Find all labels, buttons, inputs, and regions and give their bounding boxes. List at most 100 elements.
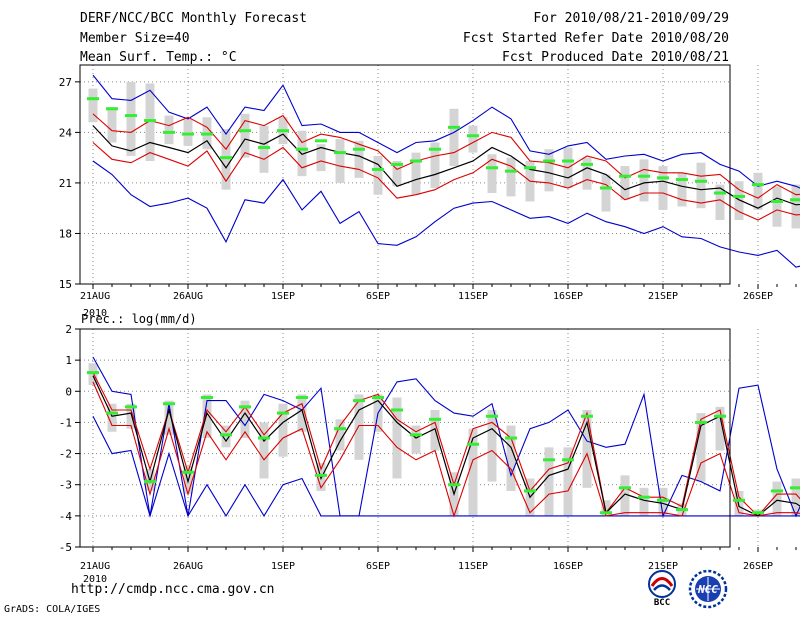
x-tick-label: 11SEP — [458, 561, 488, 572]
box-22 — [487, 154, 497, 194]
forecast-produced-date: Fcst Produced Date 2010/08/21 — [502, 50, 729, 65]
box-33 — [696, 162, 706, 209]
series-spread-lower-line — [92, 381, 800, 518]
box-23 — [506, 425, 516, 491]
box-27 — [582, 409, 592, 488]
box-18 — [411, 425, 421, 454]
x-tick-label: 21AUG — [80, 561, 110, 572]
x-tick-label: 6SEP — [366, 291, 390, 302]
box-37 — [772, 186, 782, 227]
bcc-logo-text: BCC — [654, 598, 670, 607]
bcc-logo: BCC — [648, 570, 676, 607]
box-11 — [278, 403, 288, 457]
source-url[interactable]: http://cmdp.ncc.cma.gov.cn — [71, 582, 275, 597]
temp-chart: 15 18 21 24 27 21AUG 26AUG 1SEP 6SEP 11SEP 16SEP 21… — [59, 64, 800, 319]
temp-plot-frame — [79, 64, 731, 285]
box-5 — [164, 115, 174, 145]
series-max-line — [92, 356, 800, 518]
box-17 — [392, 397, 402, 479]
box-28 — [601, 500, 611, 516]
box-31 — [658, 487, 668, 516]
box-17 — [392, 161, 402, 187]
box-23 — [506, 157, 516, 197]
box-27 — [582, 157, 592, 190]
series-max-line — [92, 74, 800, 189]
box-20 — [449, 108, 459, 167]
box-30 — [639, 159, 649, 202]
prec-chart-title: Prec.: log(mm/d) — [81, 312, 197, 326]
box-34 — [715, 184, 725, 220]
ncc-logo: NCC — [688, 569, 728, 609]
box-6 — [183, 118, 193, 146]
grads-credit: GrADS: COLA/IGES — [4, 604, 101, 615]
box-13 — [316, 144, 326, 172]
x-tick-label: 26SEP — [743, 291, 773, 302]
bcc-logo-wave — [653, 584, 671, 591]
x-tick-label: 26SEP — [743, 561, 773, 572]
y-tick-label: 18 — [59, 227, 72, 240]
series-mean-line — [92, 125, 800, 209]
x-tick-label: 21AUG — [80, 291, 110, 302]
box-10 — [259, 422, 269, 479]
variable-label: Mean Surf. Temp.: °C — [80, 50, 237, 65]
box-2 — [107, 107, 117, 143]
series-min-line — [92, 160, 800, 268]
x-year-label: 2010 — [83, 308, 107, 319]
y-tick-label: -1 — [59, 416, 72, 429]
box-18 — [411, 152, 421, 195]
box-9 — [240, 113, 250, 158]
series-mean-line — [92, 375, 800, 517]
x-tick-label: 26AUG — [173, 561, 203, 572]
x-tick-label: 21SEP — [648, 561, 678, 572]
x-tick-label: 1SEP — [271, 291, 295, 302]
y-tick-label: -4 — [59, 510, 73, 523]
x-tick-label: 16SEP — [553, 291, 583, 302]
box-37 — [772, 481, 782, 516]
box-8 — [221, 129, 231, 190]
y-tick-label: 0 — [65, 385, 72, 398]
series-spread-upper-line — [92, 113, 800, 199]
x-tick-label: 6SEP — [366, 561, 390, 572]
y-tick-label: -2 — [59, 448, 72, 461]
box-25 — [544, 447, 554, 516]
chart-title: DERF/NCC/BCC Monthly Forecast — [80, 11, 307, 26]
box-36 — [753, 172, 763, 210]
box-26 — [563, 447, 573, 516]
forecast-start-date: Fcst Started Refer Date 2010/08/20 — [462, 31, 729, 46]
y-tick-label: 1 — [65, 354, 72, 367]
box-21 — [468, 428, 478, 516]
box-2 — [107, 403, 117, 432]
x-tick-label: 16SEP — [553, 561, 583, 572]
box-1 — [88, 363, 98, 386]
ncc-logo-grid — [696, 577, 720, 601]
box-16 — [373, 155, 383, 195]
box-29 — [620, 166, 630, 200]
box-25 — [544, 149, 554, 192]
box-35 — [734, 490, 744, 516]
box-4 — [145, 83, 155, 162]
box-32 — [677, 172, 687, 207]
bcc-logo-arc — [650, 577, 674, 587]
y-tick-label: 2 — [65, 323, 72, 336]
box-5 — [164, 400, 174, 435]
x-tick-label: 26AUG — [173, 291, 203, 302]
box-10 — [259, 125, 269, 173]
prec-chart: -5 -4 -3 -2 -1 0 1 2 21AUG 26AUG 1SEP 6SEP 11SEP 16SE… — [59, 312, 800, 585]
y-tick-label: 27 — [59, 76, 72, 89]
box-31 — [658, 166, 668, 210]
box-3 — [126, 403, 136, 429]
box-15 — [354, 140, 364, 178]
y-tick-label: -5 — [59, 541, 72, 554]
box-9 — [240, 400, 250, 438]
box-7 — [202, 394, 212, 438]
box-8 — [221, 425, 231, 448]
y-tick-label: 15 — [59, 278, 72, 291]
box-14 — [335, 139, 345, 183]
box-1 — [88, 88, 98, 123]
box-35 — [734, 181, 744, 220]
box-30 — [639, 487, 649, 516]
box-3 — [126, 81, 136, 156]
y-tick-label: 21 — [59, 177, 72, 190]
series-spread-upper-line — [92, 372, 800, 517]
